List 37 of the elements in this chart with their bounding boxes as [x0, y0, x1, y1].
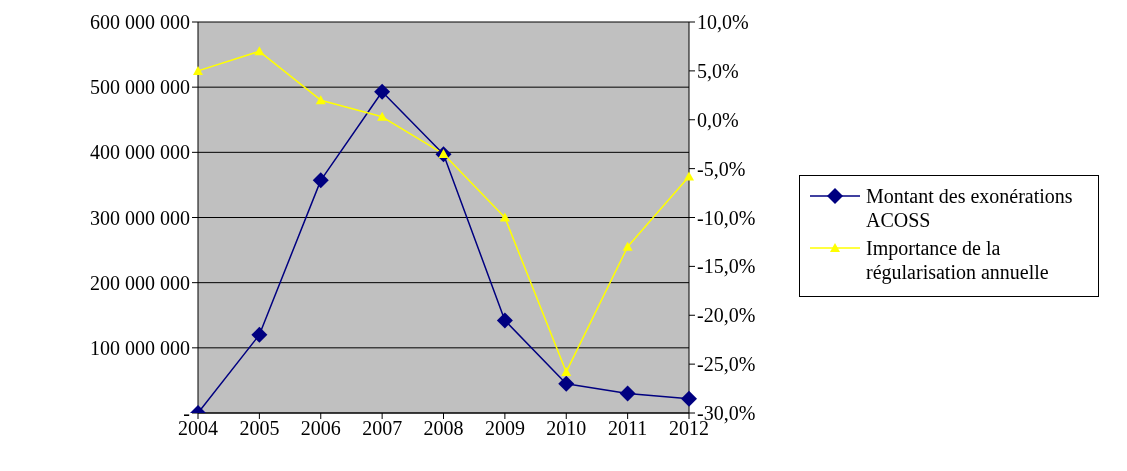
y-tick-label: 600 000 000 — [90, 11, 190, 34]
y2-tick-label: -10,0% — [697, 206, 756, 229]
x-tick-label: 2009 — [484, 417, 525, 440]
x-tick-label: 2005 — [239, 417, 280, 440]
point — [619, 385, 636, 402]
point — [254, 46, 265, 56]
point — [499, 212, 510, 222]
point — [496, 312, 513, 329]
y2-tick-label: 10,0% — [697, 11, 749, 34]
point — [622, 241, 633, 251]
y2-tick-label: -15,0% — [697, 255, 756, 278]
point — [315, 95, 326, 105]
y-tick-label: 500 000 000 — [90, 76, 190, 99]
y-tick-label: 400 000 000 — [90, 141, 190, 164]
y-tick-label: 100 000 000 — [90, 336, 190, 359]
x-tick-label: 2007 — [362, 417, 403, 440]
point — [251, 326, 268, 343]
point — [312, 172, 329, 189]
x-tick-label: 2006 — [300, 417, 341, 440]
x-tick-label: 2008 — [423, 417, 464, 440]
x-tick-label: 2011 — [607, 417, 648, 440]
y-tick-label: 200 000 000 — [90, 271, 190, 294]
y2-tick-label: 0,0% — [697, 108, 739, 131]
y2-tick-label: -25,0% — [697, 353, 756, 376]
point — [681, 390, 697, 407]
point — [193, 65, 203, 75]
legend-label: Montant des exonérations ACOSS — [866, 183, 1074, 232]
point — [558, 375, 575, 392]
y2-tick-label: -5,0% — [697, 157, 746, 180]
x-tick-label: 2010 — [546, 417, 587, 440]
legend-label: Importance de la régularisation annuelle — [866, 235, 1050, 284]
y2-tick-label: -20,0% — [697, 304, 756, 327]
point — [561, 366, 572, 376]
point — [374, 83, 391, 100]
y-tick-label: 300 000 000 — [90, 206, 190, 229]
y2-tick-label: 5,0% — [697, 59, 739, 82]
point — [377, 111, 388, 121]
